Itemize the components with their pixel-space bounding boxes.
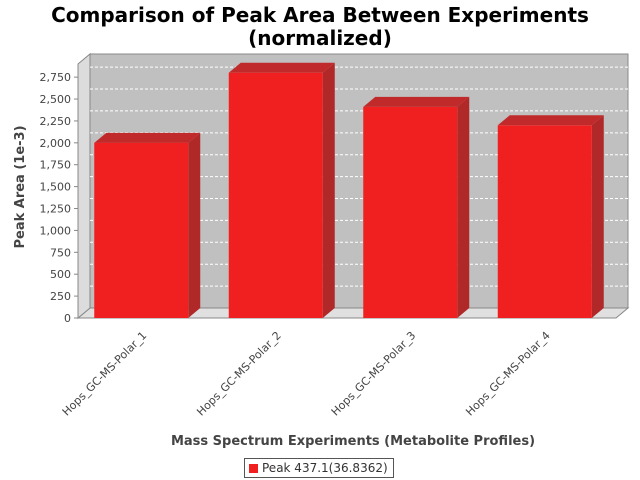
bar-front	[228, 72, 323, 318]
y-tick-label: 500	[50, 268, 71, 281]
y-tick-label: 2,750	[40, 71, 72, 84]
chart-title-line-1: Comparison of Peak Area Between Experime…	[51, 3, 589, 27]
bar-front	[94, 142, 189, 318]
x-axis-labels: Hops_GC-MS-Polar_1 Hops_GC-MS-Polar_2 Hops…	[60, 329, 553, 419]
plot-left-wall	[77, 52, 91, 320]
legend-swatch	[249, 463, 258, 473]
x-category-label: Hops_GC-MS-Polar_3	[329, 329, 419, 419]
bar-top	[363, 96, 470, 107]
y-tick-label: 2,250	[40, 115, 72, 128]
x-category-label: Hops_GC-MS-Polar_4	[463, 329, 553, 419]
y-tick-label: 1,000	[40, 224, 72, 237]
bar	[497, 115, 604, 318]
y-axis-title: Peak Area (1e-3)	[13, 125, 28, 248]
bar-top	[228, 62, 335, 73]
bar-series	[94, 62, 604, 319]
x-axis-title: Mass Spectrum Experiments (Metabolite Pr…	[171, 434, 535, 449]
chart-title-line-2: (normalized)	[248, 26, 392, 50]
legend: Peak 437.1(36.8362)	[244, 458, 394, 478]
bar	[228, 62, 335, 318]
y-tick-label: 1,750	[40, 159, 72, 172]
bar-side	[322, 62, 335, 318]
y-tick-label: 1,500	[40, 181, 72, 194]
chart-title: Comparison of Peak Area Between Experime…	[0, 4, 640, 50]
x-category-label: Hops_GC-MS-Polar_2	[194, 329, 284, 419]
bar-top	[497, 115, 604, 126]
y-tick-label: 2,000	[40, 137, 72, 150]
y-tick-label: 750	[50, 246, 71, 259]
y-axis-ticks: 0 250 500 750 1,000 1,250 1,500 1,750 2,000 2,250…	[40, 71, 78, 325]
legend-label: Peak 437.1(36.8362)	[262, 461, 388, 475]
bar-side	[457, 96, 470, 319]
bar-front	[497, 125, 592, 318]
bar	[94, 132, 201, 318]
bar-side	[591, 115, 604, 318]
y-tick-label: 1,250	[40, 203, 72, 216]
bar-top	[94, 132, 201, 143]
y-tick-label: 2,500	[40, 93, 72, 106]
bar	[363, 96, 470, 319]
bar-front	[363, 106, 458, 319]
bar-side	[188, 132, 201, 318]
x-category-label: Hops_GC-MS-Polar_1	[60, 329, 150, 419]
y-tick-label: 0	[64, 312, 71, 325]
y-tick-label: 250	[50, 290, 71, 303]
